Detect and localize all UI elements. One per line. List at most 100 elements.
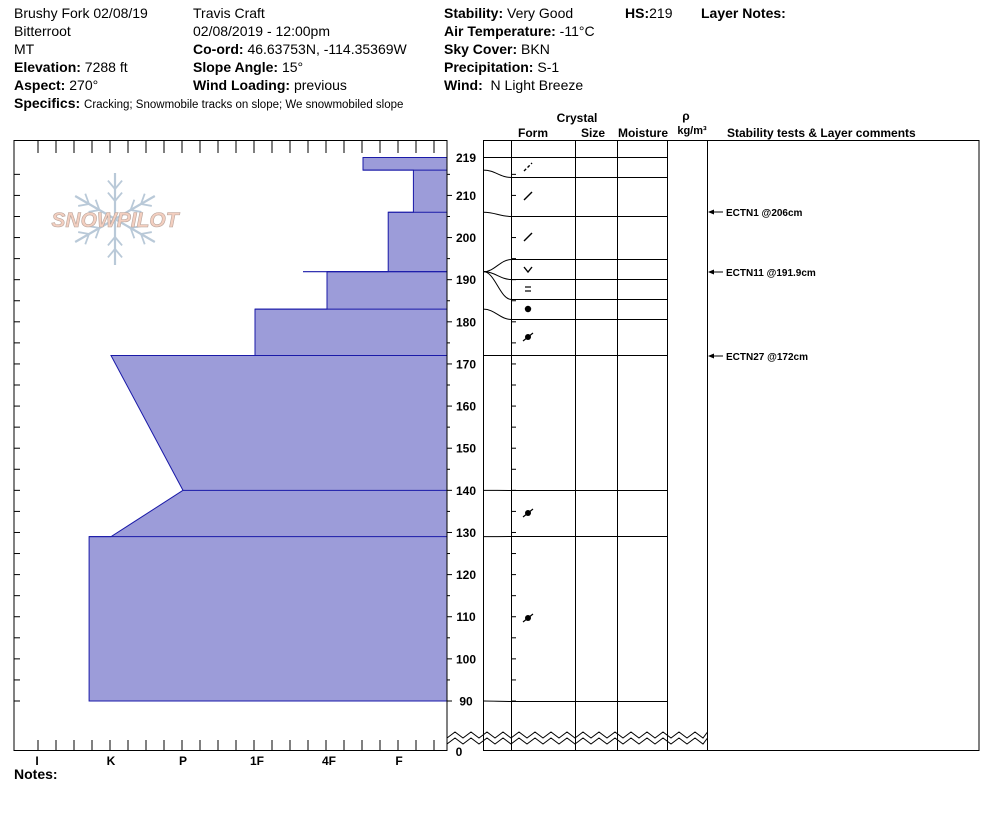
specifics: Specifics: Cracking; Snowmobile tracks o… [14,94,403,114]
air-temperature: Air Temperature: -11°C [444,22,595,40]
flake-branch [130,209,142,213]
flake-branch [78,231,90,235]
flake-branch [94,227,101,239]
grain-symbol-dot [524,305,532,313]
hardness-label: K [107,754,116,768]
layer-connector [483,271,512,300]
flake-branch [114,236,123,246]
depth-tick-label: 200 [456,231,476,245]
layer-connector [483,169,512,178]
arrow-head-icon [708,269,714,275]
wind-value: N Light Breeze [490,77,584,93]
air-temp-label: Air Temperature: [444,23,556,39]
depth-tick-label: 140 [456,484,476,498]
depth-tick-label: 150 [456,442,476,456]
precipitation: Precipitation: S-1 [444,58,595,76]
notes-label: Notes: [14,766,58,782]
depth-axis: 219 210 200 190 180 170 160 150 140 130 120 110 100 9… [446,140,476,738]
aspect-label: Aspect: [14,77,66,93]
grain-symbol-dash-slash [523,162,533,172]
wind-loading-value: previous [293,77,347,93]
hardness-label: 4F [322,754,336,768]
grain-symbol-slash [523,232,533,242]
flake-branch [107,192,116,202]
depth-tick-label: 190 [456,273,476,287]
flake-branch [130,225,142,229]
hs-value: 219 [649,5,673,21]
logo-text: SNOWPILOT [51,209,180,232]
stability-label: Stability: [444,5,504,21]
stability-tests-header: Stability tests & Layer comments [727,126,916,140]
depth-tick-label: 180 [456,315,476,329]
flake-branch [88,225,100,229]
hardness-labels: I K P 1F 4F F [35,754,402,768]
stability-test: ECTN27 @172cm [708,352,808,363]
stability-value: Very Good [507,5,574,21]
slope-value: 15° [281,59,304,75]
snowflake-icon [74,173,156,265]
flake-branch [114,248,123,258]
sky-value: BKN [521,41,550,57]
depth-tick-label: 110 [456,610,476,624]
flake-branch [140,203,152,207]
rho-header: ρ [682,109,689,123]
density-unit-header: kg/m³ [677,125,707,137]
elevation: Elevation: 7288 ft [14,58,148,76]
header-col-1: Brushy Fork 02/08/19 Bitterroot MT Eleva… [14,4,148,94]
break-line [446,731,708,739]
crystal-table-frame [483,140,980,751]
size-header: Size [581,126,605,140]
moisture-header: Moisture [618,126,668,140]
flake-branch [129,199,136,211]
hardness-profile [88,157,448,702]
elevation-label: Elevation: [14,59,81,75]
wind-loading-label: Wind Loading: [193,77,291,93]
stability-test-label: ECTN1 @206cm [726,208,803,219]
aspect: Aspect: 270° [14,76,148,94]
observer: Travis Craft [193,5,265,21]
grain-symbol-equals [525,286,531,292]
flake-branch [88,209,100,213]
grain-symbol-dot-slash [522,613,534,623]
grain-symbol-dot-slash [522,508,534,518]
coord-value: 46.63753N, -114.35369W [247,41,407,57]
stability-tests: ECTN1 @206cm ECTN11 @191.9cm ECTN27 @172cm [708,208,816,363]
flake-branch [94,199,101,211]
flake-branch [107,236,116,246]
depth-tick-label: 100 [456,652,476,666]
sky-cover: Sky Cover: BKN [444,40,595,58]
flake-arm [74,218,116,243]
depth-tick-label: 90 [459,695,473,709]
stability-test-label: ECTN27 @172cm [726,352,808,363]
stability-test: ECTN11 @191.9cm [708,268,816,279]
form-header: Form [518,126,548,140]
flake-branch [140,233,146,245]
layer-connector [483,211,512,217]
flake-arm [114,218,156,243]
hs-label: HS: [625,5,650,21]
specifics-label: Specifics: [14,95,81,111]
flake-branch [114,180,123,190]
layer-connector [483,308,512,320]
coord-label: Co-ord: [193,41,244,57]
stability: Stability: Very Good [444,4,595,22]
flake-branch [114,192,123,202]
header-col-3: Stability: Very Good Air Temperature: -1… [444,4,595,94]
precip-label: Precipitation: [444,59,534,75]
depth-tick-label: 210 [456,189,476,203]
state: MT [14,41,35,57]
datetime: 02/08/2019 - 12:00pm [193,23,330,39]
flake-branch [129,227,136,239]
wind-label: Wind: [444,77,483,93]
flake-branch [84,233,90,245]
layer-notes-label: Layer Notes: [701,5,786,21]
hardness-label: F [395,754,402,768]
depth-tick-label: 170 [456,357,476,371]
hardness-ticks [14,140,435,751]
flake-branch [140,193,146,205]
range: Bitterroot [14,23,71,39]
arrow-head-icon [708,353,714,359]
stability-test-label: ECTN11 @191.9cm [726,268,816,279]
